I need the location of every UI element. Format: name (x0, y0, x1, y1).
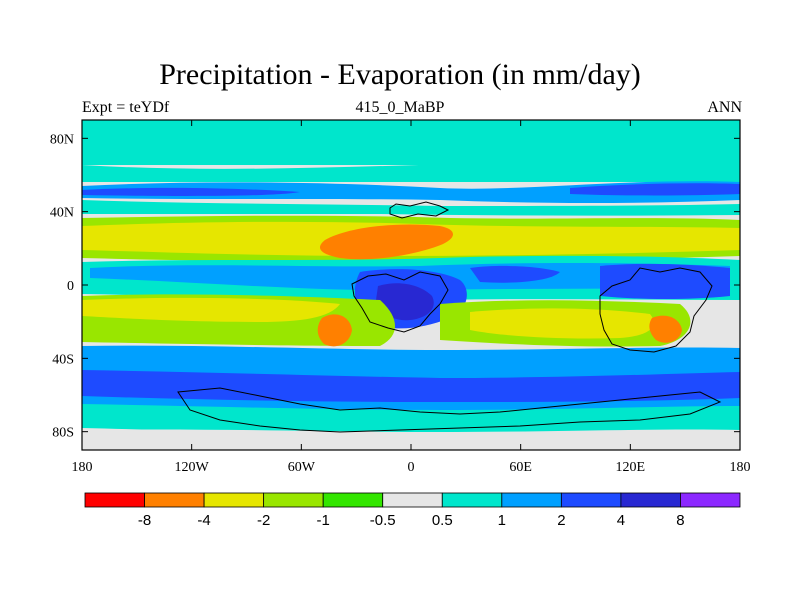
field-north-storm-track (82, 181, 740, 203)
colorbar-swatch (84, 492, 145, 508)
colorbar-swatch (680, 492, 741, 508)
field-north-pacific-core (570, 183, 740, 196)
x-axis: 180 120W 60W 0 60E 120E 180 (72, 120, 751, 475)
field-south-subtropics-west-core (82, 297, 340, 322)
colorbar: -8 -4 -2 -1 -0.5 0.5 1 2 4 8 (84, 492, 741, 529)
colorbar-swatch (560, 492, 622, 508)
x-tick-label: 60E (509, 460, 532, 475)
y-tick-label: 0 (67, 279, 74, 294)
x-tick-label: 0 (408, 460, 415, 475)
coastline-south-block (177, 387, 722, 433)
field-layer (82, 120, 740, 450)
field-north-transition (82, 200, 740, 216)
field-north-midlat-light (82, 162, 740, 182)
y-tick-label: 40S (52, 352, 74, 367)
field-maritime-wet (600, 263, 730, 299)
colorbar-label: -0.5 (370, 512, 396, 529)
x-tick-label: 120W (175, 460, 210, 475)
field-south-dry-max-east (649, 315, 682, 343)
colorbar-swatch (501, 492, 562, 508)
colorbar-label: 4 (617, 512, 625, 529)
y-tick-label: 80N (50, 132, 74, 147)
x-tick-label: 180 (730, 460, 751, 475)
y-axis: 80N 40N 0 40S 80S (50, 132, 740, 441)
colorbar-swatch (322, 492, 384, 508)
colorbar-swatch (620, 492, 681, 508)
colorbar-label: 1 (498, 512, 506, 529)
coastlines (177, 201, 722, 433)
field-arctic-band (82, 120, 740, 165)
field-south-subtropics-east-core (470, 308, 654, 339)
colorbar-label: -2 (257, 512, 270, 529)
colorbar-label: -4 (197, 512, 210, 529)
colorbar-label: -8 (138, 512, 151, 529)
coastline-east-block (599, 267, 713, 353)
colorbar-swatch (263, 492, 324, 508)
field-north-dry-max (320, 224, 453, 260)
x-tick-label: 60W (288, 460, 316, 475)
x-tick-label: 180 (72, 460, 93, 475)
field-antarctic-transition (82, 404, 740, 432)
field-south-dry-max-west (317, 314, 352, 347)
field-south-america-max (376, 283, 434, 321)
colorbar-label: 2 (557, 512, 565, 529)
coastline-central-block (351, 271, 449, 333)
period-label: 415_0_MaBP (355, 99, 445, 116)
experiment-label: Expt = teYDf (82, 99, 170, 116)
x-tick-label: 120E (616, 460, 646, 475)
colorbar-label: 8 (676, 512, 684, 529)
chart-title: Precipitation - Evaporation (in mm/day) (159, 58, 641, 91)
season-label: ANN (707, 99, 742, 116)
field-antarctic-band (82, 429, 740, 450)
y-tick-label: 40N (50, 206, 74, 221)
colorbar-swatch (441, 492, 503, 508)
colorbar-label: -1 (317, 512, 330, 529)
field-south-storm-core (82, 370, 740, 402)
colorbar-label: 0.5 (432, 512, 453, 529)
colorbar-swatch (382, 492, 443, 508)
field-africa-wet (470, 265, 560, 283)
coastline-north-block (389, 201, 450, 219)
colorbar-swatch (203, 492, 265, 508)
field-north-storm-core (82, 187, 300, 196)
colorbar-swatch (144, 492, 205, 508)
y-tick-label: 80S (52, 426, 74, 441)
